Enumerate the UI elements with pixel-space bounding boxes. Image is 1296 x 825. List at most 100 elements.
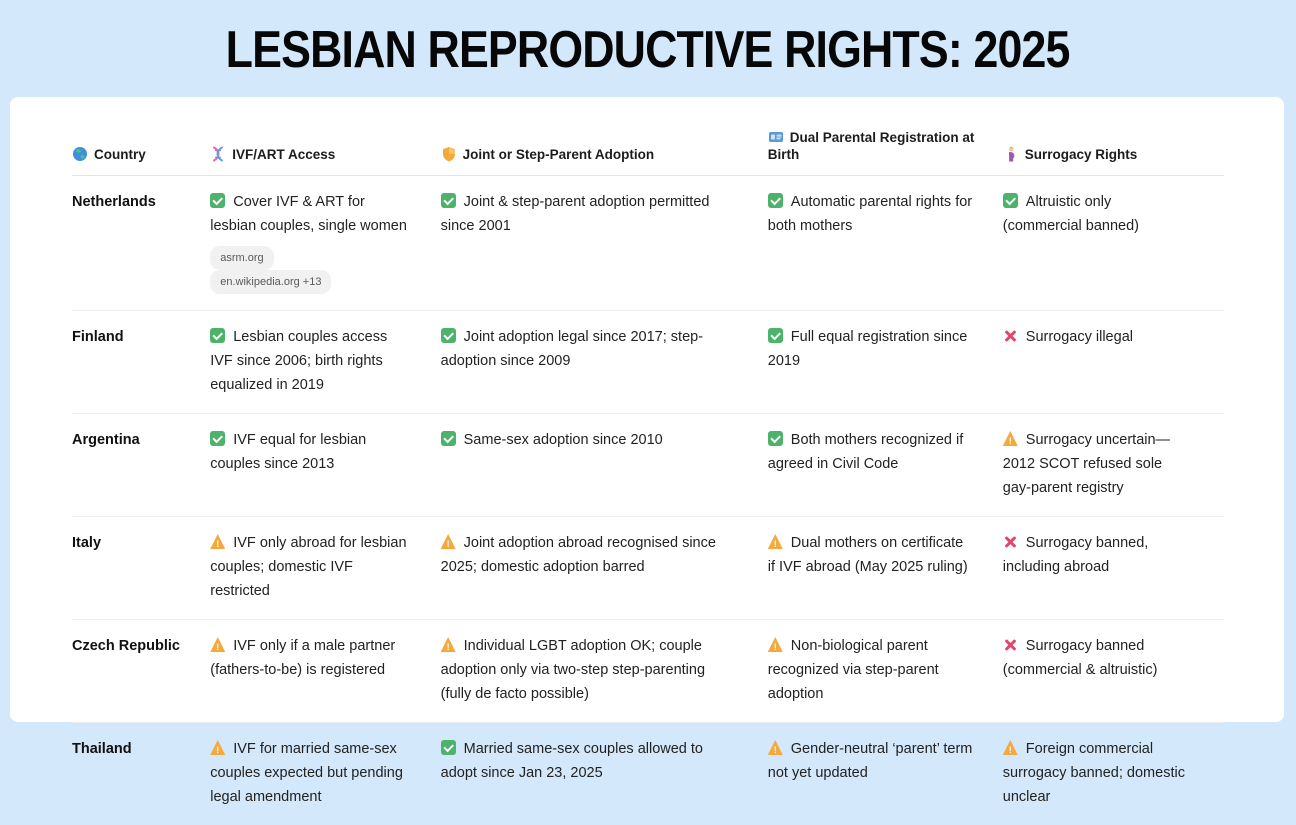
registration-cell: Dual mothers on certificate if IVF abroa… bbox=[768, 517, 1003, 620]
adoption-cell: Individual LGBT adoption OK; couple adop… bbox=[441, 620, 768, 723]
registration-cell: Full equal registration since 2019 bbox=[768, 311, 1003, 414]
country-cell: Argentina bbox=[72, 414, 210, 517]
table-row-italy: Italy IVF only abroad for lesbian couple… bbox=[72, 517, 1224, 620]
warning-icon bbox=[1003, 740, 1018, 755]
warning-icon bbox=[210, 534, 225, 549]
cell-text: Both mothers recognized if agreed in Civ… bbox=[768, 432, 963, 472]
cell-text: Joint adoption abroad recognised since 2… bbox=[441, 535, 716, 575]
cell-text: Non-biological parent recognized via ste… bbox=[768, 638, 939, 702]
shield-icon bbox=[441, 146, 457, 162]
cell-text: Cover IVF & ART for lesbian couples, sin… bbox=[210, 194, 407, 234]
cross-icon bbox=[1003, 637, 1018, 652]
check-icon bbox=[768, 193, 783, 208]
surrogacy-cell: Foreign commercial surrogacy banned; dom… bbox=[1003, 723, 1224, 825]
country-cell: Finland bbox=[72, 311, 210, 414]
check-icon bbox=[768, 431, 783, 446]
surrogacy-cell: Surrogacy uncertain—2012 SCOT refused so… bbox=[1003, 414, 1224, 517]
registration-cell: Gender-neutral ‘parent’ term not yet upd… bbox=[768, 723, 1003, 825]
table-header: Country IVF/ART Access Joint or Step-Par… bbox=[72, 129, 1224, 176]
cell-text: Joint adoption legal since 2017; step-ad… bbox=[441, 329, 703, 369]
surrogacy-cell: Surrogacy banned (commercial & altruisti… bbox=[1003, 620, 1224, 723]
surrogacy-cell: Altruistic only (commercial banned) bbox=[1003, 176, 1224, 311]
cell-text: Foreign commercial surrogacy banned; dom… bbox=[1003, 741, 1185, 805]
warning-icon bbox=[768, 534, 783, 549]
content-card: Country IVF/ART Access Joint or Step-Par… bbox=[10, 97, 1284, 722]
ivf-cell: IVF only if a male partner (fathers-to-b… bbox=[210, 620, 440, 723]
ivf-cell: Cover IVF & ART for lesbian couples, sin… bbox=[210, 176, 440, 311]
cell-text: Surrogacy banned (commercial & altruisti… bbox=[1003, 638, 1158, 678]
column-header-country: Country bbox=[72, 129, 210, 176]
cell-text: Altruistic only (commercial banned) bbox=[1003, 194, 1139, 234]
source-pill[interactable]: asrm.org bbox=[210, 246, 273, 270]
warning-icon bbox=[441, 637, 456, 652]
column-label: Country bbox=[94, 147, 146, 162]
page-header: LESBIAN REPRODUCTIVE RIGHTS: 2025 bbox=[0, 0, 1296, 97]
check-icon bbox=[210, 431, 225, 446]
cell-text: Individual LGBT adoption OK; couple adop… bbox=[441, 638, 705, 702]
warning-icon bbox=[441, 534, 456, 549]
column-header-registration: Dual Parental Registration at Birth bbox=[768, 129, 1003, 176]
warning-icon bbox=[768, 637, 783, 652]
registration-cell: Both mothers recognized if agreed in Civ… bbox=[768, 414, 1003, 517]
registration-cell: Automatic parental rights for both mothe… bbox=[768, 176, 1003, 311]
warning-icon bbox=[1003, 431, 1018, 446]
column-label: Joint or Step-Parent Adoption bbox=[463, 147, 655, 162]
rights-table: Country IVF/ART Access Joint or Step-Par… bbox=[72, 129, 1224, 825]
column-header-ivf: IVF/ART Access bbox=[210, 129, 440, 176]
check-icon bbox=[441, 431, 456, 446]
column-header-adoption: Joint or Step-Parent Adoption bbox=[441, 129, 768, 176]
dna-icon bbox=[210, 146, 226, 162]
cell-text: Married same-sex couples allowed to adop… bbox=[441, 741, 703, 781]
cell-text: Lesbian couples access IVF since 2006; b… bbox=[210, 329, 387, 393]
country-cell: Czech Republic bbox=[72, 620, 210, 723]
source-pill[interactable]: en.wikipedia.org +13 bbox=[210, 270, 331, 294]
cell-text: Automatic parental rights for both mothe… bbox=[768, 194, 972, 234]
table-row-netherlands: Netherlands Cover IVF & ART for lesbian … bbox=[72, 176, 1224, 311]
check-icon bbox=[210, 328, 225, 343]
ivf-cell: IVF only abroad for lesbian couples; dom… bbox=[210, 517, 440, 620]
table-row-czech-republic: Czech Republic IVF only if a male partne… bbox=[72, 620, 1224, 723]
check-icon bbox=[768, 328, 783, 343]
ivf-cell: IVF for married same-sex couples expecte… bbox=[210, 723, 440, 825]
adoption-cell: Joint adoption abroad recognised since 2… bbox=[441, 517, 768, 620]
column-label: IVF/ART Access bbox=[232, 147, 335, 162]
adoption-cell: Joint adoption legal since 2017; step-ad… bbox=[441, 311, 768, 414]
check-icon bbox=[1003, 193, 1018, 208]
cell-text: Joint & step-parent adoption permitted s… bbox=[441, 194, 710, 234]
cell-text: Gender-neutral ‘parent’ term not yet upd… bbox=[768, 741, 973, 781]
cell-text: IVF equal for lesbian couples since 2013 bbox=[210, 432, 366, 472]
adoption-cell: Same-sex adoption since 2010 bbox=[441, 414, 768, 517]
adoption-cell: Joint & step-parent adoption permitted s… bbox=[441, 176, 768, 311]
cell-text: Surrogacy uncertain—2012 SCOT refused so… bbox=[1003, 432, 1170, 496]
registration-cell: Non-biological parent recognized via ste… bbox=[768, 620, 1003, 723]
cell-text: Surrogacy illegal bbox=[1026, 329, 1133, 345]
check-icon bbox=[441, 193, 456, 208]
source-pills: asrm.org en.wikipedia.org +13 bbox=[210, 246, 410, 294]
surrogacy-cell: Surrogacy banned, including abroad bbox=[1003, 517, 1224, 620]
country-cell: Italy bbox=[72, 517, 210, 620]
header-row: Country IVF/ART Access Joint or Step-Par… bbox=[72, 129, 1224, 176]
table-row-argentina: Argentina IVF equal for lesbian couples … bbox=[72, 414, 1224, 517]
table-row-thailand: Thailand IVF for married same-sex couple… bbox=[72, 723, 1224, 825]
cross-icon bbox=[1003, 534, 1018, 549]
country-cell: Netherlands bbox=[72, 176, 210, 311]
country-cell: Thailand bbox=[72, 723, 210, 825]
warning-icon bbox=[768, 740, 783, 755]
warning-icon bbox=[210, 637, 225, 652]
column-label: Dual Parental Registration at Birth bbox=[768, 130, 975, 162]
check-icon bbox=[441, 328, 456, 343]
check-icon bbox=[441, 740, 456, 755]
cross-icon bbox=[1003, 328, 1018, 343]
cell-text: IVF for married same-sex couples expecte… bbox=[210, 741, 403, 805]
cell-text: Surrogacy banned, including abroad bbox=[1003, 535, 1149, 575]
ivf-cell: Lesbian couples access IVF since 2006; b… bbox=[210, 311, 440, 414]
table-body: Netherlands Cover IVF & ART for lesbian … bbox=[72, 176, 1224, 825]
pregnant-woman-icon bbox=[1003, 146, 1019, 162]
surrogacy-cell: Surrogacy illegal bbox=[1003, 311, 1224, 414]
cell-text: Same-sex adoption since 2010 bbox=[464, 432, 663, 448]
id-card-icon bbox=[768, 129, 784, 145]
page-title: LESBIAN REPRODUCTIVE RIGHTS: 2025 bbox=[226, 20, 1070, 80]
adoption-cell: Married same-sex couples allowed to adop… bbox=[441, 723, 768, 825]
cell-text: IVF only abroad for lesbian couples; dom… bbox=[210, 535, 406, 599]
cell-text: Dual mothers on certificate if IVF abroa… bbox=[768, 535, 968, 575]
